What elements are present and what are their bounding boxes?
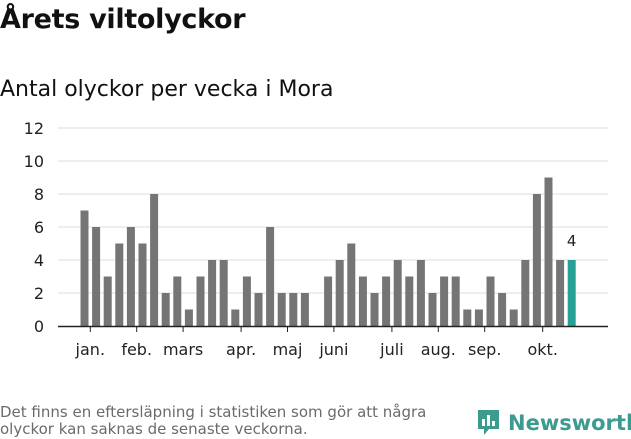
bar: [498, 293, 507, 326]
x-tick-label: apr.: [226, 340, 256, 359]
bar: [451, 276, 460, 326]
bar: [324, 276, 333, 326]
y-tick-label: 0: [34, 317, 44, 336]
footnote: Det finns en eftersläpning i statistiken…: [0, 403, 427, 438]
y-tick-label: 8: [34, 185, 44, 204]
x-axis: jan. feb. mars apr. maj juni juli aug. sep. okt.: [58, 325, 608, 359]
y-tick-label: 6: [34, 218, 44, 237]
bar-latest: [567, 260, 576, 326]
chart-title: Årets viltolyckor: [0, 4, 246, 35]
bar: [150, 194, 159, 326]
bar: [521, 260, 530, 326]
bar: [382, 276, 391, 326]
bar: [289, 293, 298, 326]
bar: [208, 260, 217, 326]
bar: [474, 309, 483, 326]
newsworthy-logo-icon: [478, 410, 499, 435]
x-tick-label: aug.: [421, 340, 456, 359]
y-tick-label: 10: [24, 152, 44, 171]
bar: [544, 177, 553, 326]
bar: [532, 194, 541, 326]
bar: [184, 309, 193, 326]
bar: [463, 309, 472, 326]
x-tick-label: juli: [379, 340, 403, 359]
x-tick-label: sep.: [468, 340, 501, 359]
bar: [196, 276, 205, 326]
bar: [358, 276, 367, 326]
bar: [138, 243, 147, 326]
bar: [509, 309, 518, 326]
data-label-latest: 4: [567, 232, 577, 250]
bar: [266, 227, 275, 326]
y-tick-label: 12: [24, 119, 44, 138]
bar-chart: 0 2 4 6 8 10 12 jan. feb. mars apr. maj juni juli aug…: [24, 119, 608, 359]
x-tick-label: jan.: [75, 340, 105, 359]
bar: [115, 243, 124, 326]
bar: [393, 260, 402, 326]
data-labels: 4: [567, 232, 577, 250]
x-tick-label: maj: [273, 340, 303, 359]
bar: [80, 210, 89, 326]
bar: [161, 293, 170, 326]
bar: [277, 293, 286, 326]
bar: [335, 260, 344, 326]
bar: [300, 293, 309, 326]
bar: [103, 276, 112, 326]
gridlines: [58, 127, 608, 294]
x-tick-label: okt.: [527, 340, 557, 359]
bar: [126, 227, 135, 326]
chart-subtitle: Antal olyckor per vecka i Mora: [0, 77, 334, 102]
x-tick-label: juni: [318, 340, 348, 359]
bar: [242, 276, 251, 326]
bars: [80, 177, 576, 326]
bar: [173, 276, 182, 326]
brand-name: Newsworthy: [508, 411, 631, 435]
bar: [254, 293, 263, 326]
bar: [486, 276, 495, 326]
bar: [440, 276, 449, 326]
bar: [92, 227, 101, 326]
brand-logo: Newsworthy: [476, 408, 631, 438]
bar: [370, 293, 379, 326]
x-tick-label: mars: [163, 340, 203, 359]
y-tick-label: 4: [34, 251, 44, 270]
y-tick-label: 2: [34, 284, 44, 303]
bar: [405, 276, 414, 326]
x-tick-label: feb.: [121, 340, 152, 359]
y-axis: 0 2 4 6 8 10 12: [24, 119, 44, 336]
bar: [219, 260, 228, 326]
bar: [556, 260, 565, 326]
bar: [416, 260, 425, 326]
bar: [428, 293, 437, 326]
bar: [231, 309, 240, 326]
bar: [347, 243, 356, 326]
